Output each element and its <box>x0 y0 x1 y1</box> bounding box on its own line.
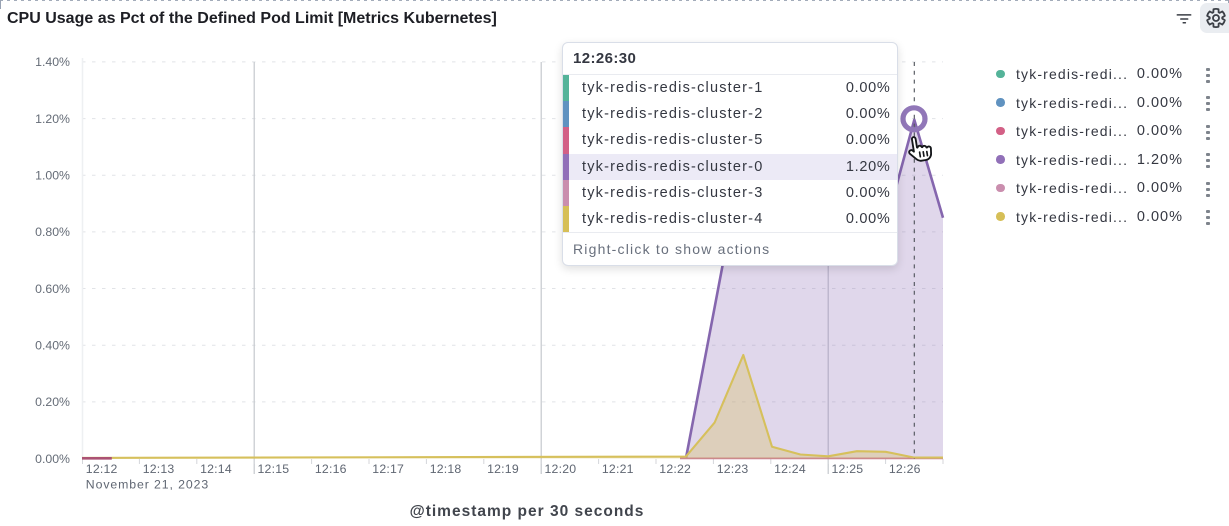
svg-text:0.40%: 0.40% <box>35 339 70 353</box>
svg-text:12:25: 12:25 <box>832 462 864 476</box>
svg-text:November 21, 2023: November 21, 2023 <box>86 478 209 492</box>
svg-text:12:18: 12:18 <box>430 462 462 476</box>
svg-text:0.20%: 0.20% <box>35 395 70 409</box>
svg-text:0.60%: 0.60% <box>35 282 70 296</box>
svg-text:12:20: 12:20 <box>545 462 577 476</box>
svg-text:0.80%: 0.80% <box>35 225 70 239</box>
svg-text:12:19: 12:19 <box>487 462 519 476</box>
svg-text:@timestamp per 30 seconds: @timestamp per 30 seconds <box>410 503 645 520</box>
svg-text:12:21: 12:21 <box>602 462 634 476</box>
svg-text:12:23: 12:23 <box>717 462 749 476</box>
svg-text:0.00%: 0.00% <box>35 452 70 466</box>
svg-text:12:16: 12:16 <box>315 462 347 476</box>
svg-text:12:24: 12:24 <box>774 462 806 476</box>
svg-text:12:12: 12:12 <box>86 462 118 476</box>
svg-text:12:22: 12:22 <box>659 462 691 476</box>
svg-text:12:15: 12:15 <box>258 462 290 476</box>
svg-text:12:26: 12:26 <box>889 462 921 476</box>
svg-text:12:14: 12:14 <box>200 462 232 476</box>
svg-text:12:13: 12:13 <box>143 462 175 476</box>
svg-text:1.40%: 1.40% <box>35 55 70 69</box>
svg-text:1.20%: 1.20% <box>35 112 70 126</box>
svg-text:1.00%: 1.00% <box>35 169 70 183</box>
svg-text:12:17: 12:17 <box>372 462 404 476</box>
